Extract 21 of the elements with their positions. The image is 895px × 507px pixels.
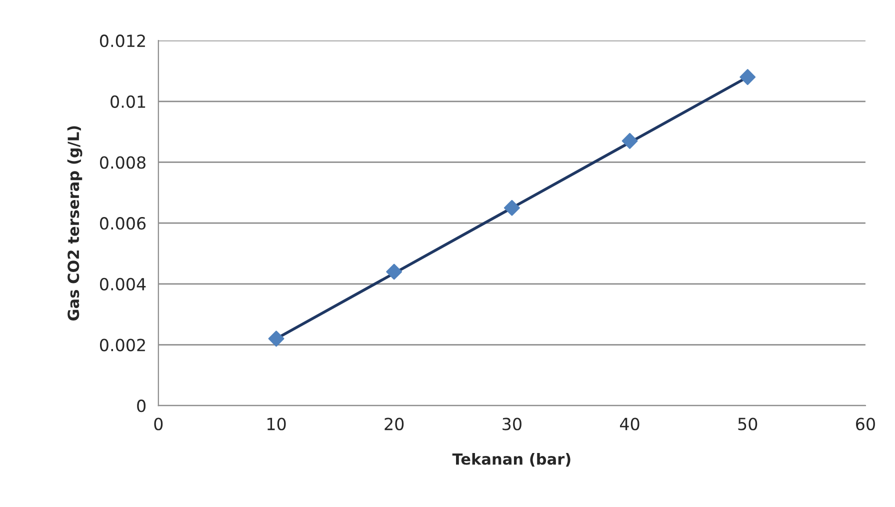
- y-tick-label: 0.004: [100, 278, 146, 290]
- x-tick-label: 50: [738, 418, 758, 430]
- x-tick-label: 0: [154, 418, 163, 430]
- x-axis-title: Tekanan (bar): [452, 452, 570, 467]
- y-tick-label: 0: [137, 400, 146, 412]
- point: [504, 200, 520, 216]
- x-tick-label: 60: [856, 418, 875, 430]
- x-tick-label: 30: [502, 418, 522, 430]
- x-tick-label: 20: [384, 418, 404, 430]
- point: [386, 264, 402, 280]
- y-axis-title: Gas CO2 terserap (g/L): [67, 126, 82, 321]
- x-tick-label: 10: [267, 418, 286, 430]
- point: [268, 330, 284, 347]
- y-tick-label: 0.002: [100, 338, 145, 352]
- x-tick-label: 40: [620, 418, 640, 430]
- point: [740, 69, 756, 86]
- y-tick-label: 0.012: [100, 34, 145, 48]
- y-tick-label: 0.008: [100, 156, 146, 169]
- y-tick-label: 0.006: [100, 217, 146, 230]
- point: [622, 132, 638, 149]
- y-tick-label: 0.01: [110, 95, 146, 108]
